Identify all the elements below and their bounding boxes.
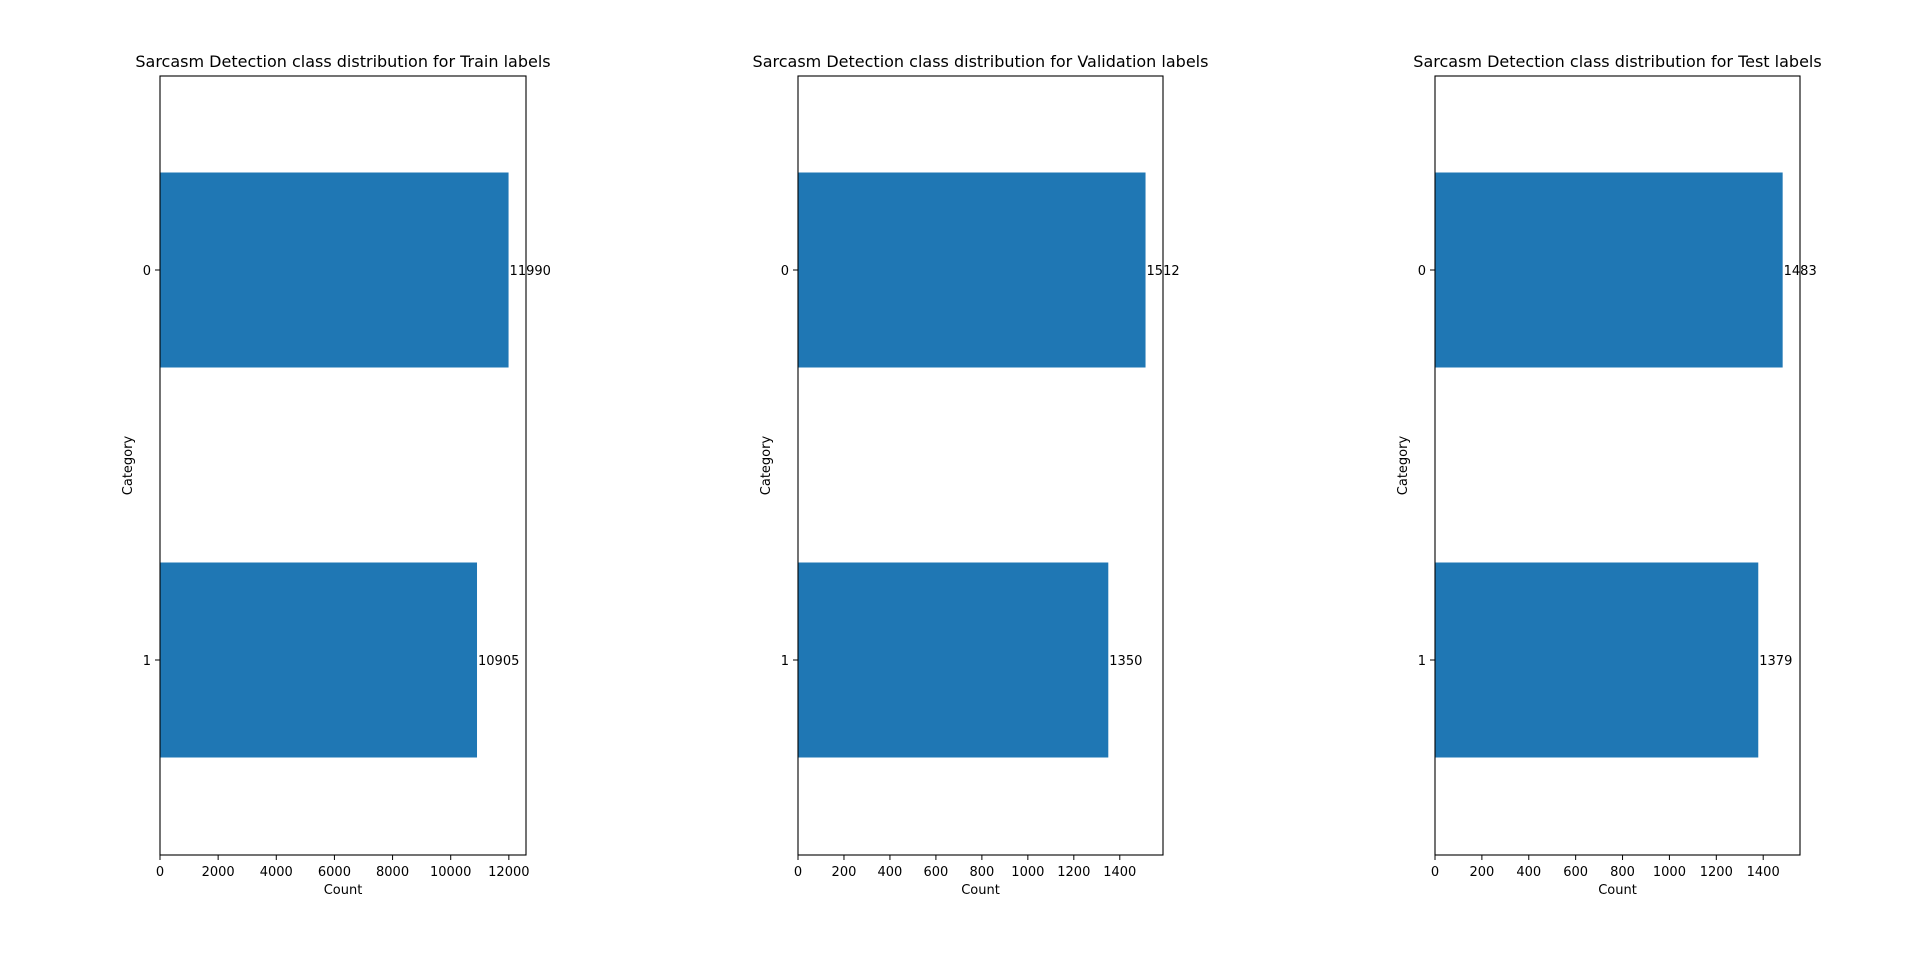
axes-frame (159, 75, 527, 856)
y-tick-label-1: 1 (143, 654, 151, 669)
data-label-0: 11990 (510, 264, 551, 279)
y-axis-label: Category (1396, 436, 1411, 496)
x-tick-label: 1400 (1103, 865, 1136, 880)
x-tick-label: 12000 (488, 865, 529, 880)
y-axis-label: Category (759, 436, 774, 496)
axes-frame (1434, 75, 1801, 856)
x-tick-label: 1000 (1011, 865, 1044, 880)
x-tick-label: 1200 (1700, 865, 1733, 880)
bar-1 (160, 562, 478, 758)
y-tick-label-0: 0 (143, 264, 151, 279)
x-tick-label: 800 (1610, 865, 1635, 880)
x-axis-label: Count (324, 883, 363, 898)
data-label-1: 1350 (1109, 654, 1142, 669)
axes-frame (797, 75, 1164, 856)
chart-panel-0: 11990 10905 0 1 0 2000 4000 6000 8000 10000 12000 S… (121, 52, 551, 898)
x-tick-label: 800 (969, 865, 994, 880)
bar-1 (1435, 562, 1759, 758)
x-tick-label: 400 (878, 865, 903, 880)
y-tick-label-1: 1 (781, 654, 789, 669)
bar-1 (798, 562, 1109, 758)
x-tick-label: 8000 (376, 865, 409, 880)
x-tick-label: 1200 (1057, 865, 1090, 880)
x-tick-label: 200 (1469, 865, 1494, 880)
y-axis-label: Category (121, 436, 136, 496)
x-tick-label: 2000 (202, 865, 235, 880)
x-tick-label: 200 (832, 865, 857, 880)
bar-0 (798, 172, 1146, 368)
x-tick-label: 0 (794, 865, 802, 880)
x-tick-label: 400 (1516, 865, 1541, 880)
x-axis-label: Count (961, 883, 1000, 898)
x-tick-label: 1400 (1747, 865, 1780, 880)
x-tick-label: 1000 (1653, 865, 1686, 880)
y-tick-label-1: 1 (1418, 654, 1426, 669)
chart-title: Sarcasm Detection class distribution for… (753, 52, 1209, 71)
x-tick-label: 6000 (318, 865, 351, 880)
x-axis-label: Count (1598, 883, 1637, 898)
bar-0 (160, 172, 509, 368)
x-tick-label: 0 (1431, 865, 1439, 880)
chart-title: Sarcasm Detection class distribution for… (135, 52, 550, 71)
y-tick-label-0: 0 (781, 264, 789, 279)
x-tick-label: 600 (923, 865, 948, 880)
x-tick-label: 4000 (260, 865, 293, 880)
data-label-1: 10905 (478, 654, 519, 669)
y-tick-label-0: 0 (1418, 264, 1426, 279)
x-tick-label: 600 (1563, 865, 1588, 880)
bar-0 (1435, 172, 1783, 368)
x-tick-label: 0 (156, 865, 164, 880)
x-tick-label: 10000 (430, 865, 471, 880)
chart-title: Sarcasm Detection class distribution for… (1413, 52, 1821, 71)
data-label-1: 1379 (1759, 654, 1792, 669)
